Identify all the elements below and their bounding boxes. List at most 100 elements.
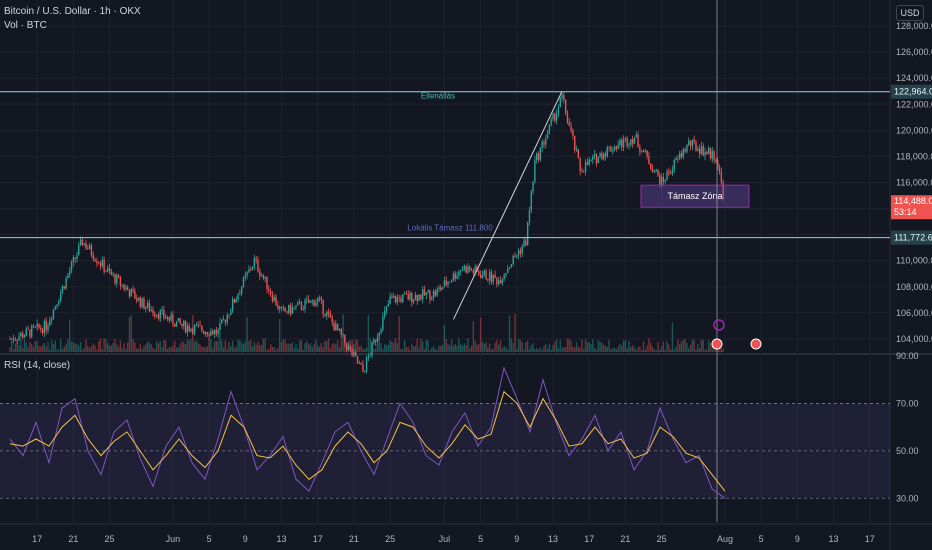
candle bbox=[615, 145, 618, 153]
candle-body bbox=[454, 273, 456, 279]
volume-bar bbox=[85, 339, 87, 352]
volume-bar bbox=[612, 348, 614, 352]
candle-body bbox=[387, 304, 389, 306]
candle bbox=[32, 323, 35, 329]
currency-button[interactable]: USD bbox=[896, 5, 924, 21]
candle-body bbox=[459, 270, 462, 272]
candle-body bbox=[588, 159, 590, 165]
volume-bar bbox=[364, 349, 366, 352]
candle-body bbox=[601, 153, 603, 160]
volume-bar bbox=[250, 339, 252, 352]
candle-body bbox=[74, 257, 76, 259]
candle-body bbox=[70, 262, 73, 271]
volume-bar bbox=[561, 348, 563, 352]
candle bbox=[420, 293, 422, 301]
candle bbox=[564, 99, 567, 116]
volume-bar bbox=[657, 341, 659, 352]
candle bbox=[644, 148, 647, 154]
candle-body bbox=[184, 320, 187, 333]
candle bbox=[309, 300, 312, 304]
candle-body bbox=[615, 146, 618, 149]
candle-body bbox=[693, 139, 695, 143]
candle-body bbox=[286, 311, 288, 313]
candle-body bbox=[193, 325, 196, 334]
candle bbox=[105, 269, 107, 273]
volume-bar bbox=[503, 346, 505, 352]
candle-body bbox=[110, 271, 113, 275]
candle bbox=[492, 274, 494, 286]
candle bbox=[568, 118, 570, 127]
candle-body bbox=[365, 357, 368, 372]
candle-body bbox=[181, 323, 183, 326]
candle-body bbox=[347, 346, 350, 350]
volume-bar bbox=[387, 344, 389, 352]
volume-bar bbox=[597, 340, 599, 352]
candle bbox=[126, 285, 129, 291]
candle-body bbox=[610, 146, 612, 152]
candle-body bbox=[514, 255, 516, 257]
price-tick-label: 116,000.0 bbox=[896, 178, 932, 188]
volume-bar bbox=[260, 344, 263, 352]
candle bbox=[434, 288, 437, 298]
volume-bar bbox=[221, 340, 223, 352]
candle bbox=[574, 135, 576, 154]
volume-bar bbox=[371, 343, 373, 352]
volume-bar bbox=[648, 338, 650, 352]
candle bbox=[635, 131, 637, 138]
volume-bar bbox=[655, 349, 657, 352]
volume-bar bbox=[498, 344, 500, 352]
candle bbox=[487, 278, 489, 282]
candle-body bbox=[555, 113, 558, 121]
candle bbox=[277, 300, 279, 311]
candle bbox=[349, 345, 351, 353]
volume-bar bbox=[454, 343, 456, 352]
volume-bar bbox=[186, 339, 189, 352]
candle bbox=[313, 299, 315, 307]
candle-body bbox=[50, 318, 53, 321]
volume-bar bbox=[642, 341, 645, 352]
volume-bar bbox=[197, 342, 199, 352]
candle bbox=[333, 320, 335, 331]
candle-body bbox=[669, 173, 672, 174]
candle bbox=[516, 254, 518, 259]
candle bbox=[478, 268, 480, 276]
candle-body bbox=[351, 348, 353, 356]
candle-body bbox=[168, 317, 170, 321]
candle bbox=[709, 147, 712, 161]
candle bbox=[447, 280, 449, 288]
candle bbox=[41, 327, 44, 336]
candle bbox=[356, 356, 359, 364]
volume-bar bbox=[548, 343, 551, 352]
candle bbox=[199, 320, 201, 327]
volume-bar bbox=[409, 349, 411, 352]
candle-body bbox=[302, 308, 304, 310]
volume-bar bbox=[601, 342, 603, 352]
volume-bar bbox=[36, 341, 38, 352]
candle bbox=[83, 243, 85, 247]
candle bbox=[278, 305, 281, 314]
volume-bar bbox=[470, 345, 473, 352]
candle-body bbox=[112, 274, 114, 275]
volume-bar bbox=[282, 339, 285, 352]
volume-bar bbox=[586, 342, 589, 352]
candle bbox=[70, 260, 73, 274]
price-tick-label: 110,000.0 bbox=[896, 256, 932, 266]
candle-body bbox=[59, 292, 62, 301]
volume-bar bbox=[159, 340, 161, 352]
candle bbox=[526, 221, 529, 246]
candle-body bbox=[12, 338, 15, 341]
volume-bar bbox=[275, 349, 277, 352]
candle bbox=[517, 247, 520, 260]
candle-body bbox=[675, 158, 677, 161]
time-tick-label: 5 bbox=[478, 534, 483, 544]
candle bbox=[204, 331, 207, 337]
candle bbox=[431, 295, 433, 301]
volume-bar bbox=[709, 342, 712, 352]
candle bbox=[79, 236, 82, 246]
candle bbox=[125, 284, 127, 292]
volume-bar bbox=[637, 347, 639, 352]
candle bbox=[344, 334, 346, 348]
candle bbox=[264, 276, 266, 283]
candle-body bbox=[45, 320, 47, 331]
